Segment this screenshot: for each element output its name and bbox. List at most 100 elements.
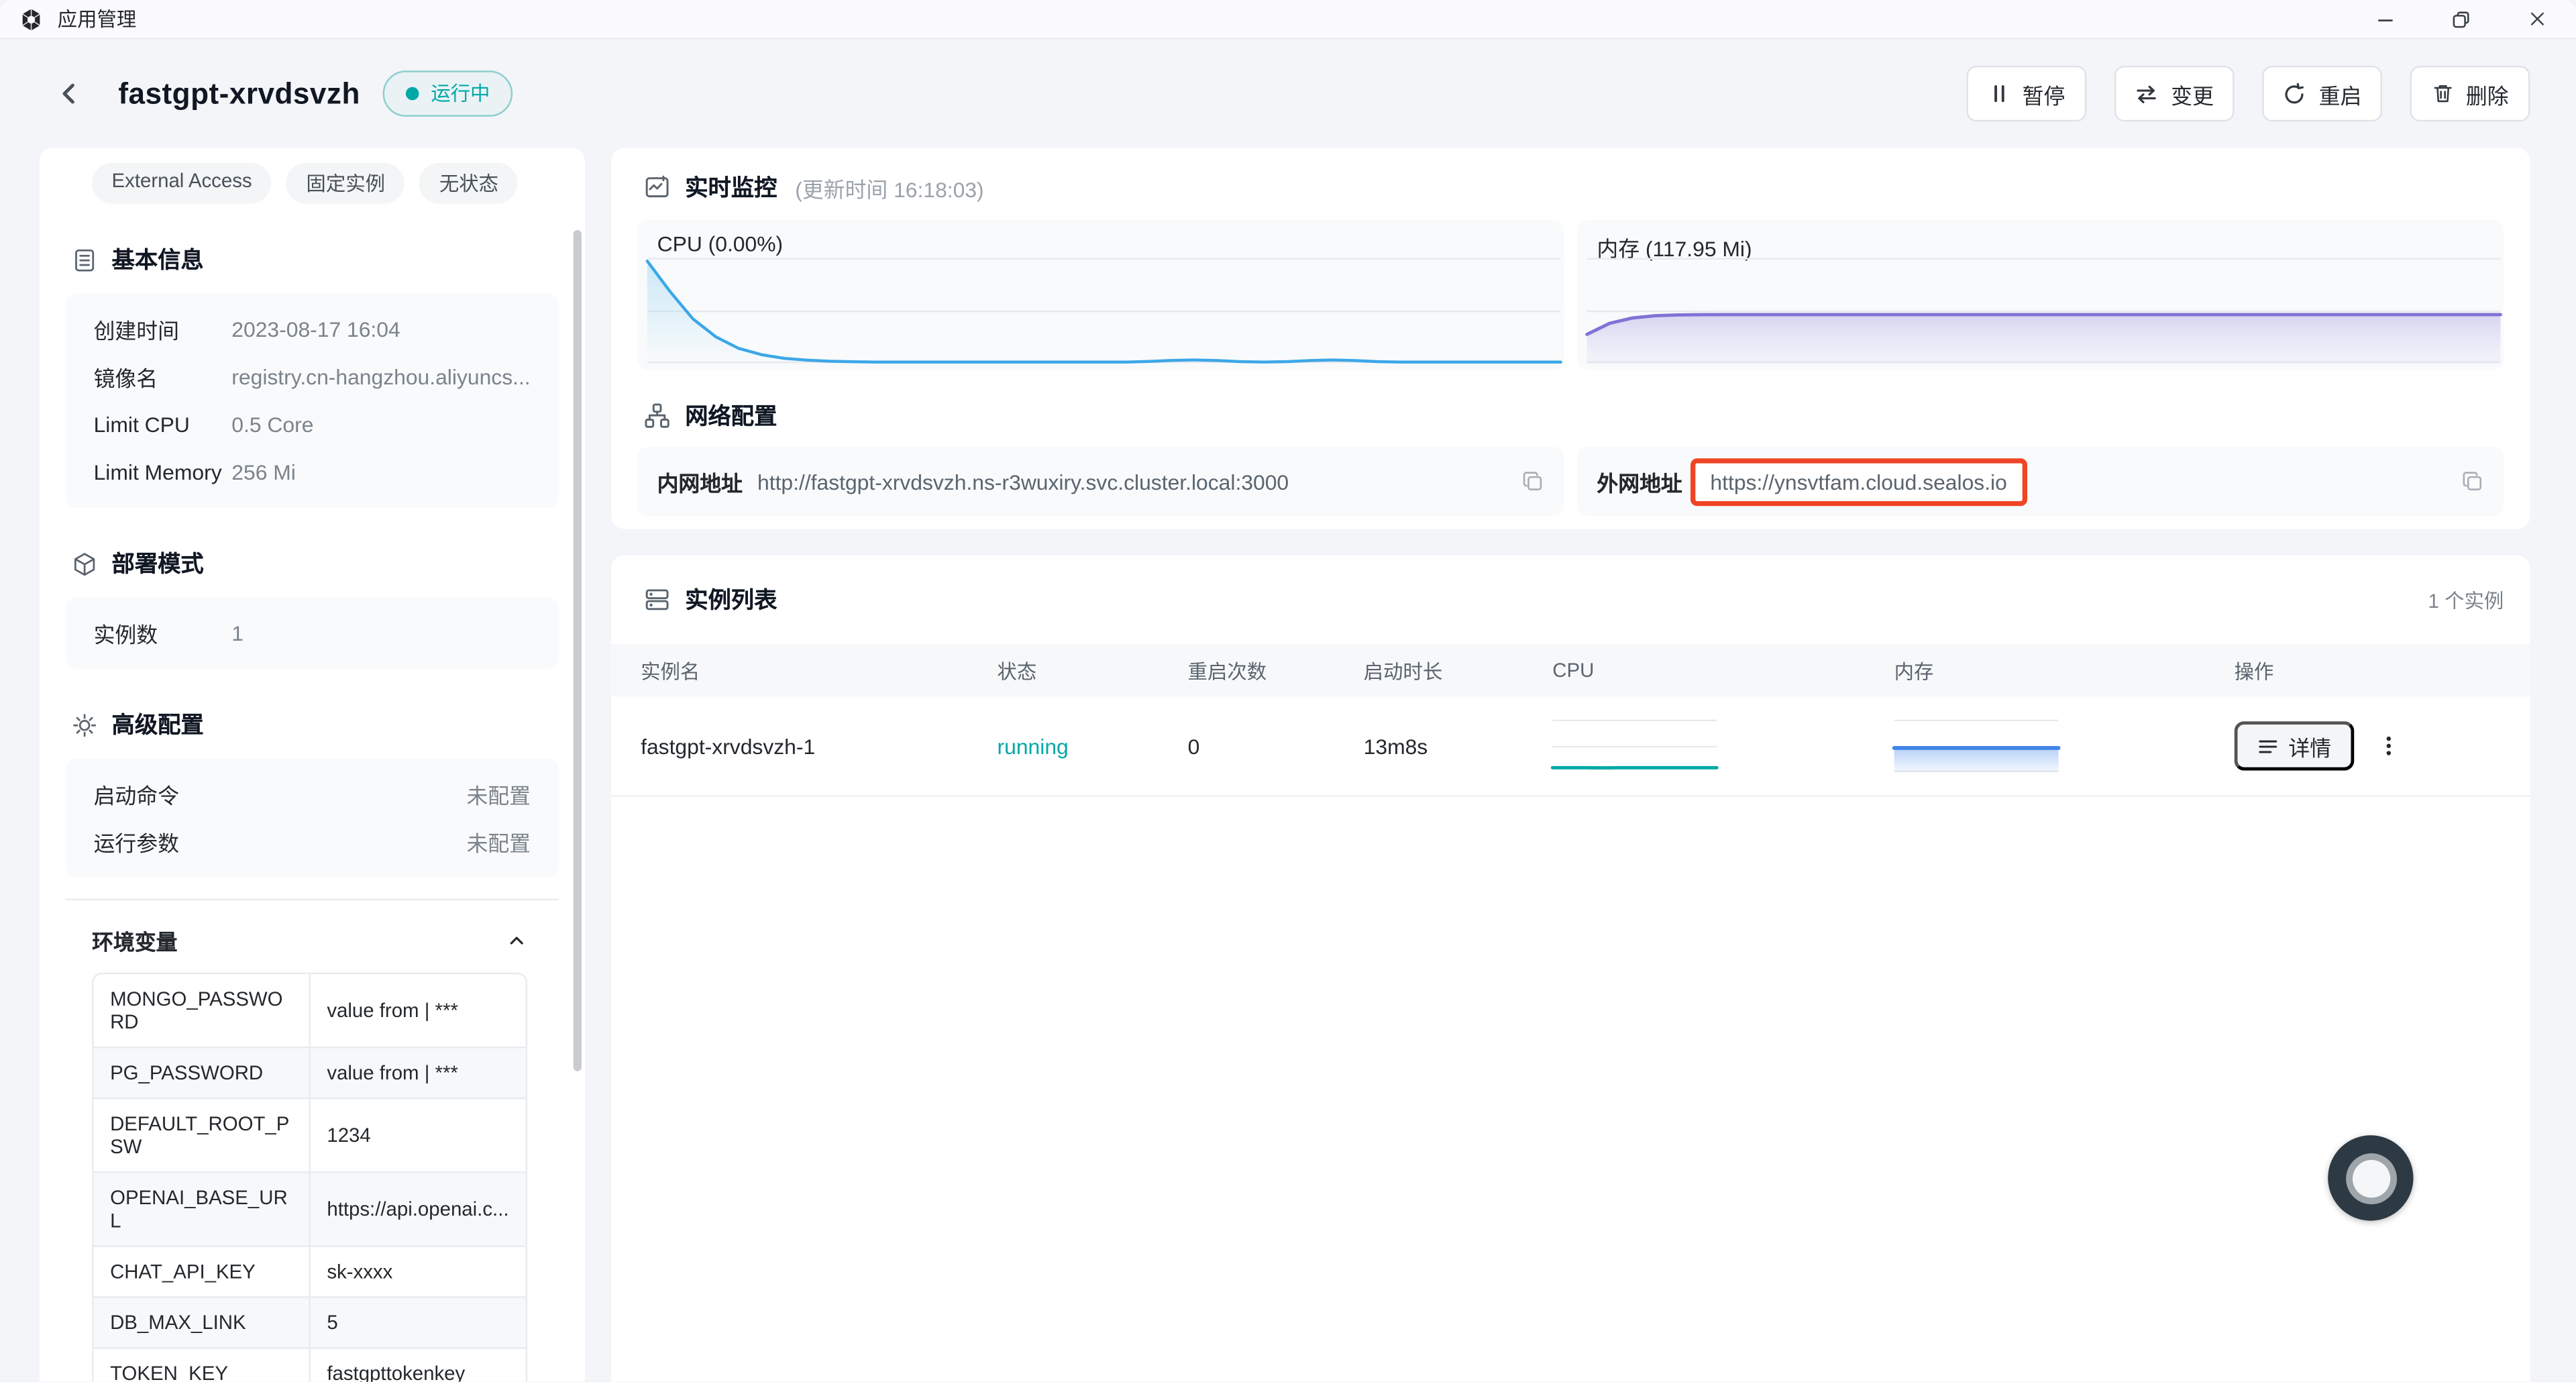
app-tag: 无状态 (419, 162, 519, 204)
memory-chart (1585, 258, 2502, 364)
restore-icon[interactable] (2448, 6, 2474, 32)
env-var-value: https://api.openai.c... (327, 1198, 509, 1221)
internal-address-url: http://fastgpt-xrvdsvzh.ns-r3wuxiry.svc.… (757, 469, 1289, 494)
status-label: 运行中 (431, 82, 490, 105)
header-actions: 暂停 变更 重启 删除 (1966, 65, 2530, 122)
column-header: 实例名 (641, 659, 700, 683)
instance-table-header: 实例名 状态 重启次数 启动时长 CPU 内存 操作 (611, 644, 2530, 697)
deploy-mode-header: 部署模式 (72, 547, 585, 580)
monitoring-network-card: 实时监控 (更新时间 16:18:03) CPU (0.00%) 内存 (117… (611, 148, 2530, 529)
internal-address-label: 内网地址 (657, 470, 743, 496)
back-icon[interactable] (52, 77, 85, 110)
column-header: 启动时长 (1363, 659, 1443, 683)
restart-icon (2286, 82, 2305, 103)
info-row: Limit Memory 256 Mi (93, 460, 296, 485)
instance-count: 1 个实例 (2428, 588, 2504, 613)
advanced-config-header: 高级配置 (72, 708, 585, 741)
network-header: 网络配置 (611, 370, 2530, 432)
details-button[interactable]: 详情 (2234, 721, 2355, 771)
info-row: 创建时间 2023-08-17 16:04 (93, 317, 400, 343)
instance-cpu-chart (1550, 719, 1719, 773)
status-badge: 运行中 (383, 70, 513, 117)
column-header: 内存 (1894, 659, 1934, 683)
floating-ball-core (2351, 1159, 2390, 1198)
instance-list-card: 实例列表 1 个实例 实例名 状态 重启次数 启动时长 CPU 内存 操作 fastgpt-… (611, 555, 2530, 1382)
more-options-icon[interactable] (2377, 733, 2400, 759)
info-row: 实例数 1 (93, 621, 244, 647)
monitoring-header: 实时监控 (更新时间 16:18:03) (611, 148, 2530, 203)
env-var-row: TOKEN_KEY fastgpttokenkey (93, 1347, 526, 1382)
minimize-icon[interactable] (2372, 6, 2398, 32)
gear-icon (73, 713, 97, 736)
floating-assistant-ball[interactable] (2328, 1135, 2414, 1221)
swap-icon (2137, 85, 2157, 103)
env-var-value: value from | *** (327, 998, 458, 1022)
env-var-value: sk-xxxx (327, 1260, 393, 1283)
env-var-row: DEFAULT_ROOT_PSW 1234 (93, 1097, 526, 1172)
app-tags: External Access 固定实例 无状态 (92, 162, 585, 204)
copy-icon[interactable] (1521, 470, 1544, 492)
env-var-key: DEFAULT_ROOT_PSW (94, 1099, 311, 1172)
advanced-config-panel: 启动命令 未配置 运行参数 未配置 (65, 759, 559, 878)
env-var-row: OPENAI_BASE_URL https://api.openai.c... (93, 1171, 526, 1246)
instance-table-row[interactable]: fastgpt-xrvdsvzh-1 running 0 13m8s 详情 (611, 696, 2530, 797)
section-divider (65, 898, 559, 901)
env-var-row: CHAT_API_KEY sk-xxxx (93, 1245, 526, 1297)
env-var-row: MONGO_PASSWORD value from | *** (93, 974, 526, 1047)
page-title: fastgpt-xrvdsvzh (118, 76, 360, 109)
column-header: CPU (1552, 659, 1595, 682)
delete-button[interactable]: 删除 (2410, 65, 2530, 122)
env-var-row: DB_MAX_LINK 5 (93, 1296, 526, 1348)
change-button[interactable]: 变更 (2114, 65, 2235, 122)
column-header: 操作 (2234, 659, 2274, 683)
env-var-key: PG_PASSWORD (94, 1048, 311, 1098)
status-dot-icon (406, 86, 420, 100)
instance-list-header: 实例列表 1 个实例 (611, 555, 2530, 617)
env-var-key: MONGO_PASSWORD (94, 974, 311, 1047)
instance-restarts: 0 (1187, 733, 1200, 759)
basic-info-header: 基本信息 (72, 243, 585, 276)
monitoring-update-time: (更新时间 16:18:03) (795, 176, 984, 201)
chevron-up-icon[interactable] (506, 930, 527, 951)
env-var-row: PG_PASSWORD value from | *** (93, 1047, 526, 1098)
cpu-chart-label: CPU (0.00%) (657, 231, 784, 257)
restart-button[interactable]: 重启 (2262, 65, 2383, 122)
instance-status: running (997, 733, 1069, 759)
instance-uptime: 13m8s (1363, 733, 1428, 759)
memory-chart-label: 内存 (117.95 Mi) (1597, 236, 1752, 262)
info-row: 启动命令 未配置 (93, 784, 531, 808)
network-icon (645, 403, 669, 428)
external-address-label: 外网地址 (1597, 470, 1682, 496)
app-tag: 固定实例 (286, 162, 405, 204)
window-titlebar: 应用管理 (0, 0, 2576, 40)
close-icon[interactable] (2524, 6, 2550, 32)
monitor-chart-icon (645, 175, 669, 198)
env-vars-table: MONGO_PASSWORD value from | *** PG_PASSW… (92, 972, 528, 1382)
cpu-chart-panel: CPU (0.00%) (637, 220, 1564, 370)
copy-icon[interactable] (2461, 470, 2484, 492)
page-body: fastgpt-xrvdsvzh 运行中 暂停 变更 重启 (0, 39, 2576, 1382)
document-icon (75, 248, 95, 271)
floating-ball-ring (2345, 1152, 2396, 1204)
sidebar-scrollbar[interactable] (573, 229, 582, 1071)
info-row: Limit CPU 0.5 Core (93, 412, 314, 437)
info-row: 运行参数 未配置 (93, 831, 531, 856)
cube-icon (74, 552, 95, 575)
basic-info-panel: 创建时间 2023-08-17 16:04 镜像名 registry.cn-ha… (65, 294, 559, 508)
env-var-value: 1234 (327, 1124, 371, 1147)
external-address-url-highlighted[interactable]: https://ynsvtfam.cloud.sealos.io (1690, 458, 2027, 506)
window-title: 应用管理 (57, 8, 137, 32)
app-logo-icon (19, 7, 42, 30)
instance-list-icon (645, 589, 669, 610)
column-header: 状态 (997, 659, 1037, 683)
instance-name: fastgpt-xrvdsvzh-1 (641, 733, 816, 759)
external-address-panel: 外网地址 https://ynsvtfam.cloud.sealos.io (1577, 447, 2504, 516)
pause-button[interactable]: 暂停 (1966, 65, 2087, 122)
memory-chart-panel: 内存 (117.95 Mi) (1577, 220, 2504, 370)
env-var-value: fastgpttokenkey (327, 1362, 466, 1382)
trash-icon (2434, 85, 2452, 103)
detail-lines-icon (2259, 739, 2277, 753)
env-vars-header[interactable]: 环境变量 (92, 925, 527, 957)
internal-address-panel: 内网地址 http://fastgpt-xrvdsvzh.ns-r3wuxiry… (637, 447, 1564, 516)
